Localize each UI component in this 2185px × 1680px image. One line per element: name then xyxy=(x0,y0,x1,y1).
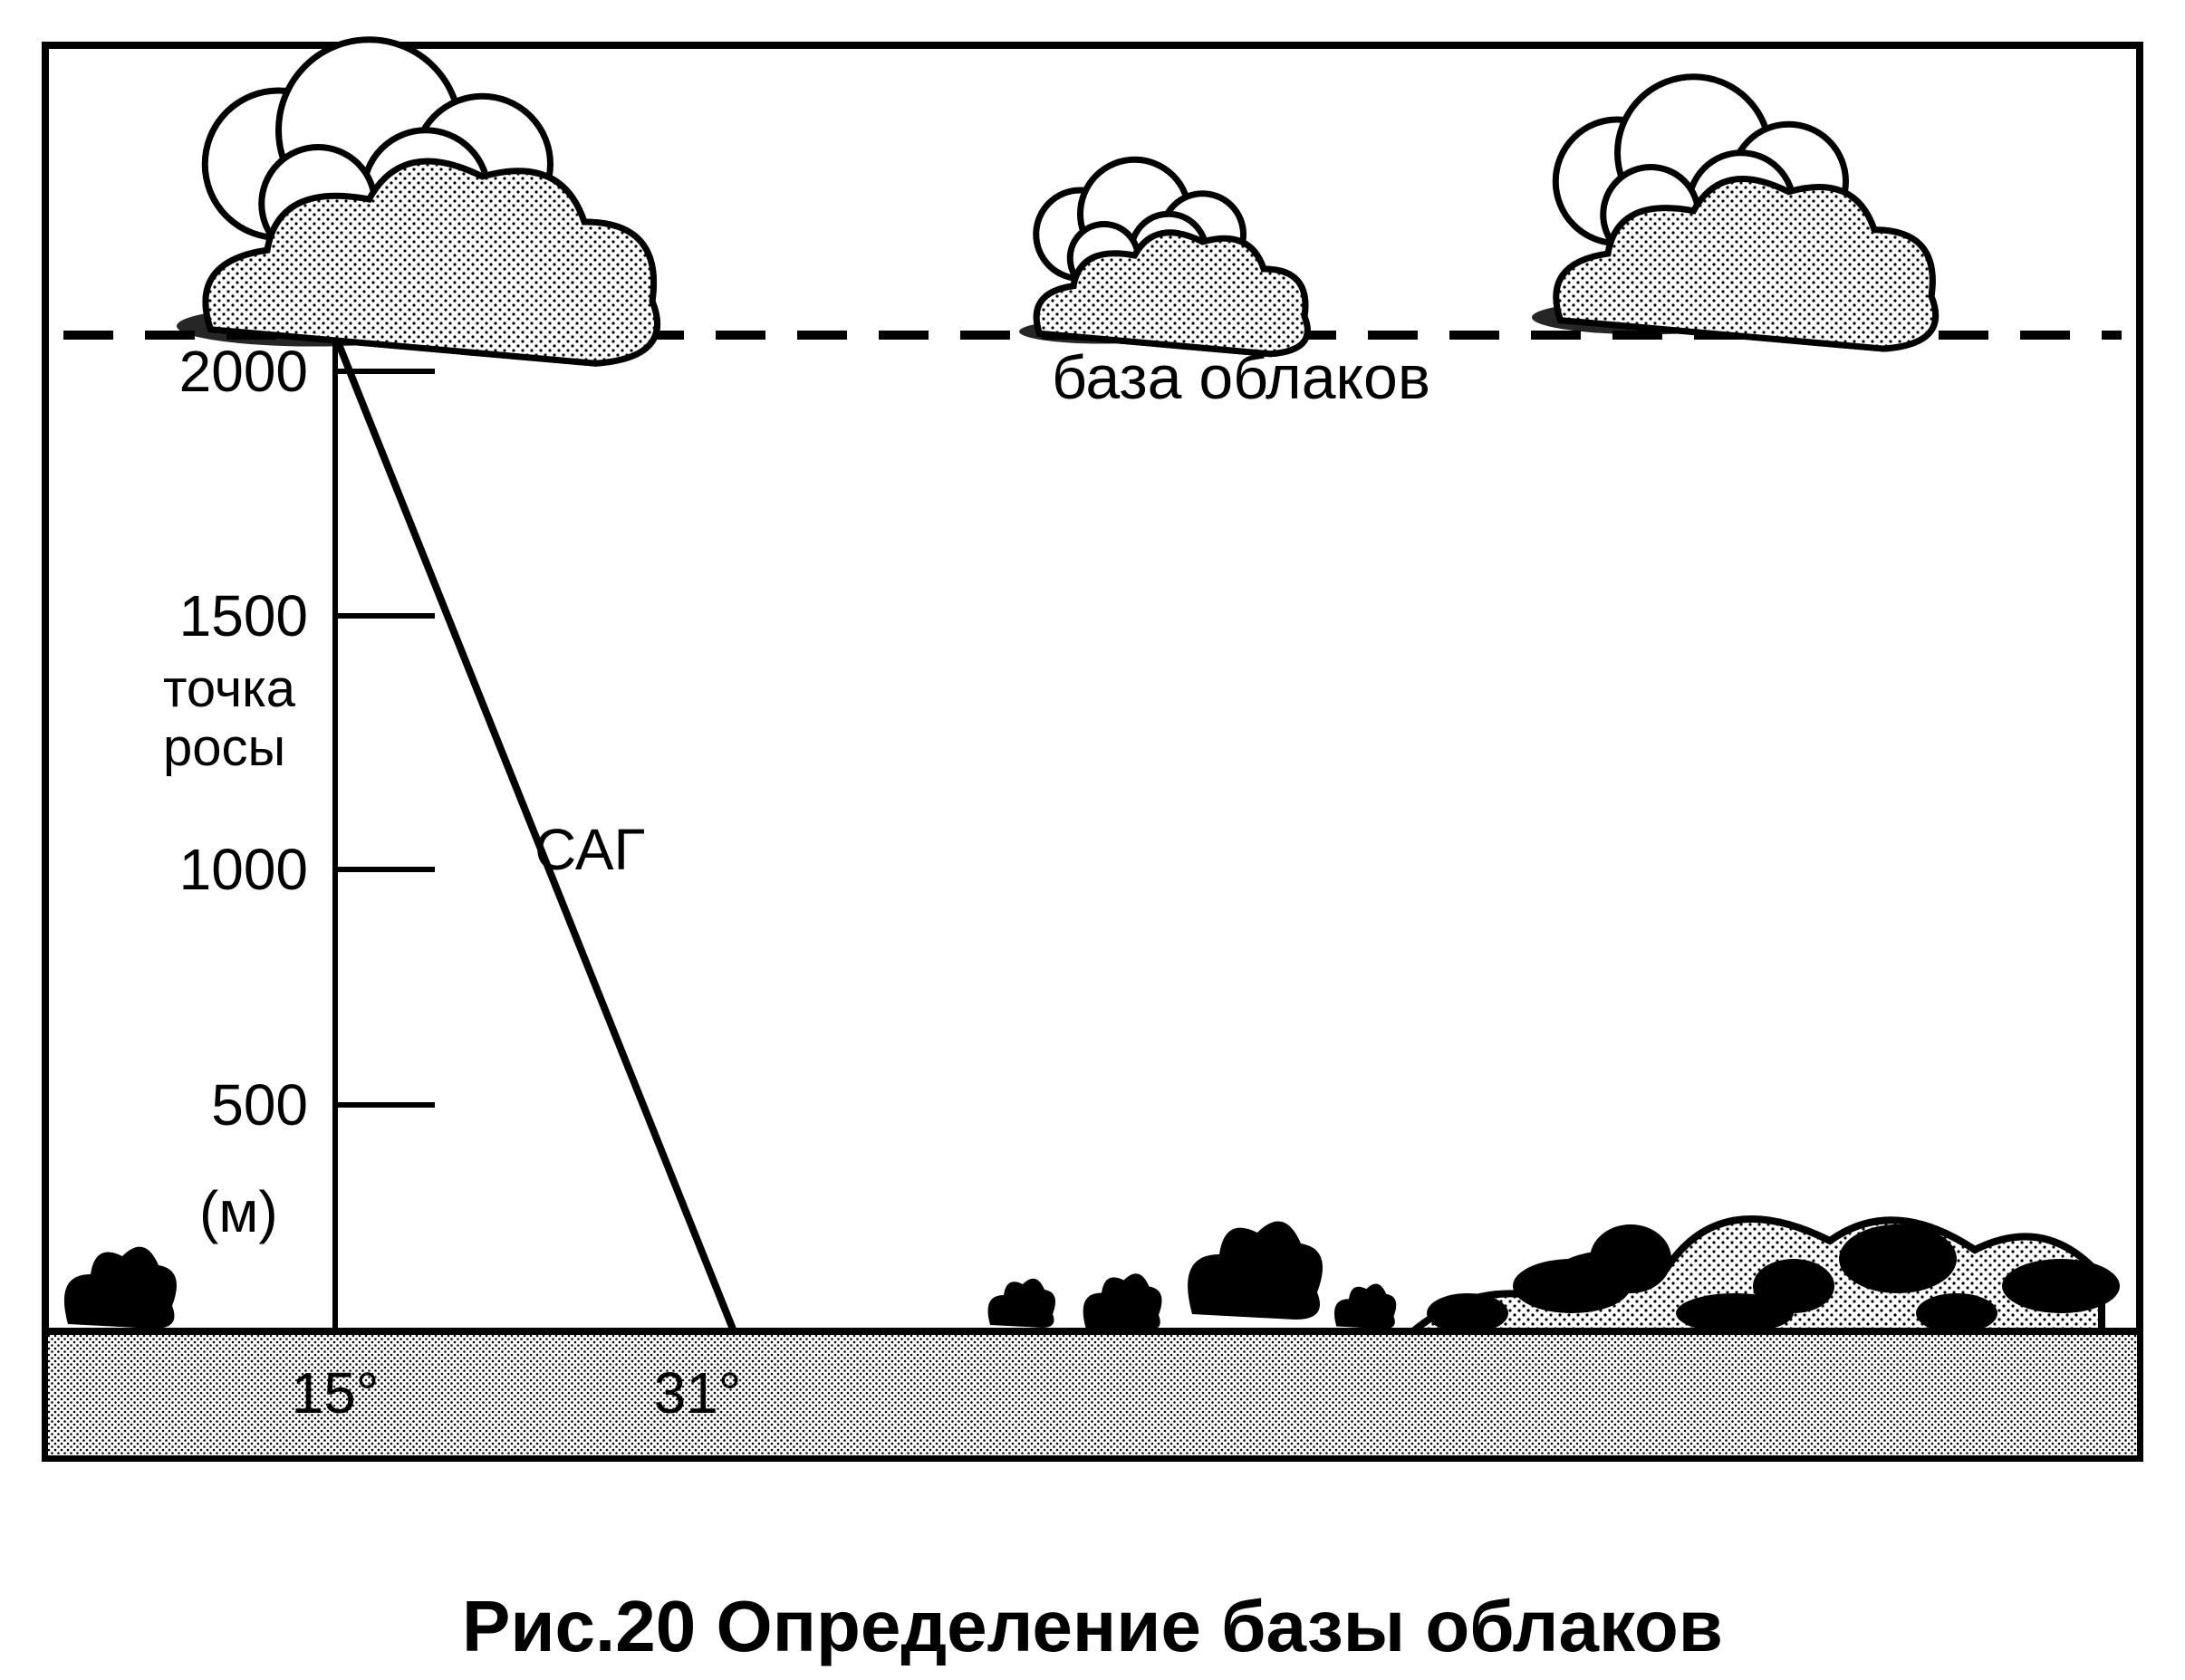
axis-tick-label: 1000 xyxy=(179,837,308,902)
dewpoint-label-line2: росы xyxy=(163,718,285,777)
bush-icon xyxy=(64,1247,177,1329)
rock-shadow xyxy=(1753,1259,1834,1313)
bush-icon xyxy=(1334,1284,1396,1330)
hills-group xyxy=(1413,1219,2120,1333)
rock-shadow xyxy=(1427,1293,1508,1333)
axis-tick-label: 500 xyxy=(211,1072,308,1138)
rock-shadow xyxy=(1839,1224,1957,1293)
bush-icon xyxy=(1188,1222,1323,1320)
temp-air-ground: 31° xyxy=(654,1360,742,1426)
bush-icon xyxy=(988,1279,1055,1328)
dewpoint-label-line1: точка xyxy=(163,659,296,718)
cloud-base-diagram: база облаков 200015001000500 точка росы … xyxy=(0,0,2185,1503)
cloud-icon xyxy=(177,40,658,364)
rock-shadow xyxy=(2002,1259,2120,1313)
cloud-icon xyxy=(1532,77,1936,349)
cloud-icon xyxy=(1019,159,1307,354)
diagram-page: база облаков 200015001000500 точка росы … xyxy=(0,0,2185,1680)
rock-shadow xyxy=(1916,1293,1997,1333)
figure-caption: Рис.20 Определение базы облаков xyxy=(0,1585,2185,1668)
axis-units-label: (м) xyxy=(199,1179,278,1244)
axis-tick-label: 2000 xyxy=(179,339,308,404)
clouds-group xyxy=(177,40,1936,364)
bush-icon xyxy=(1083,1273,1162,1330)
temp-dewpoint-ground: 15° xyxy=(292,1360,380,1426)
axis-tick-label: 1500 xyxy=(179,583,308,648)
rock-shadow xyxy=(1590,1224,1671,1293)
sag-label: САГ xyxy=(534,817,645,882)
